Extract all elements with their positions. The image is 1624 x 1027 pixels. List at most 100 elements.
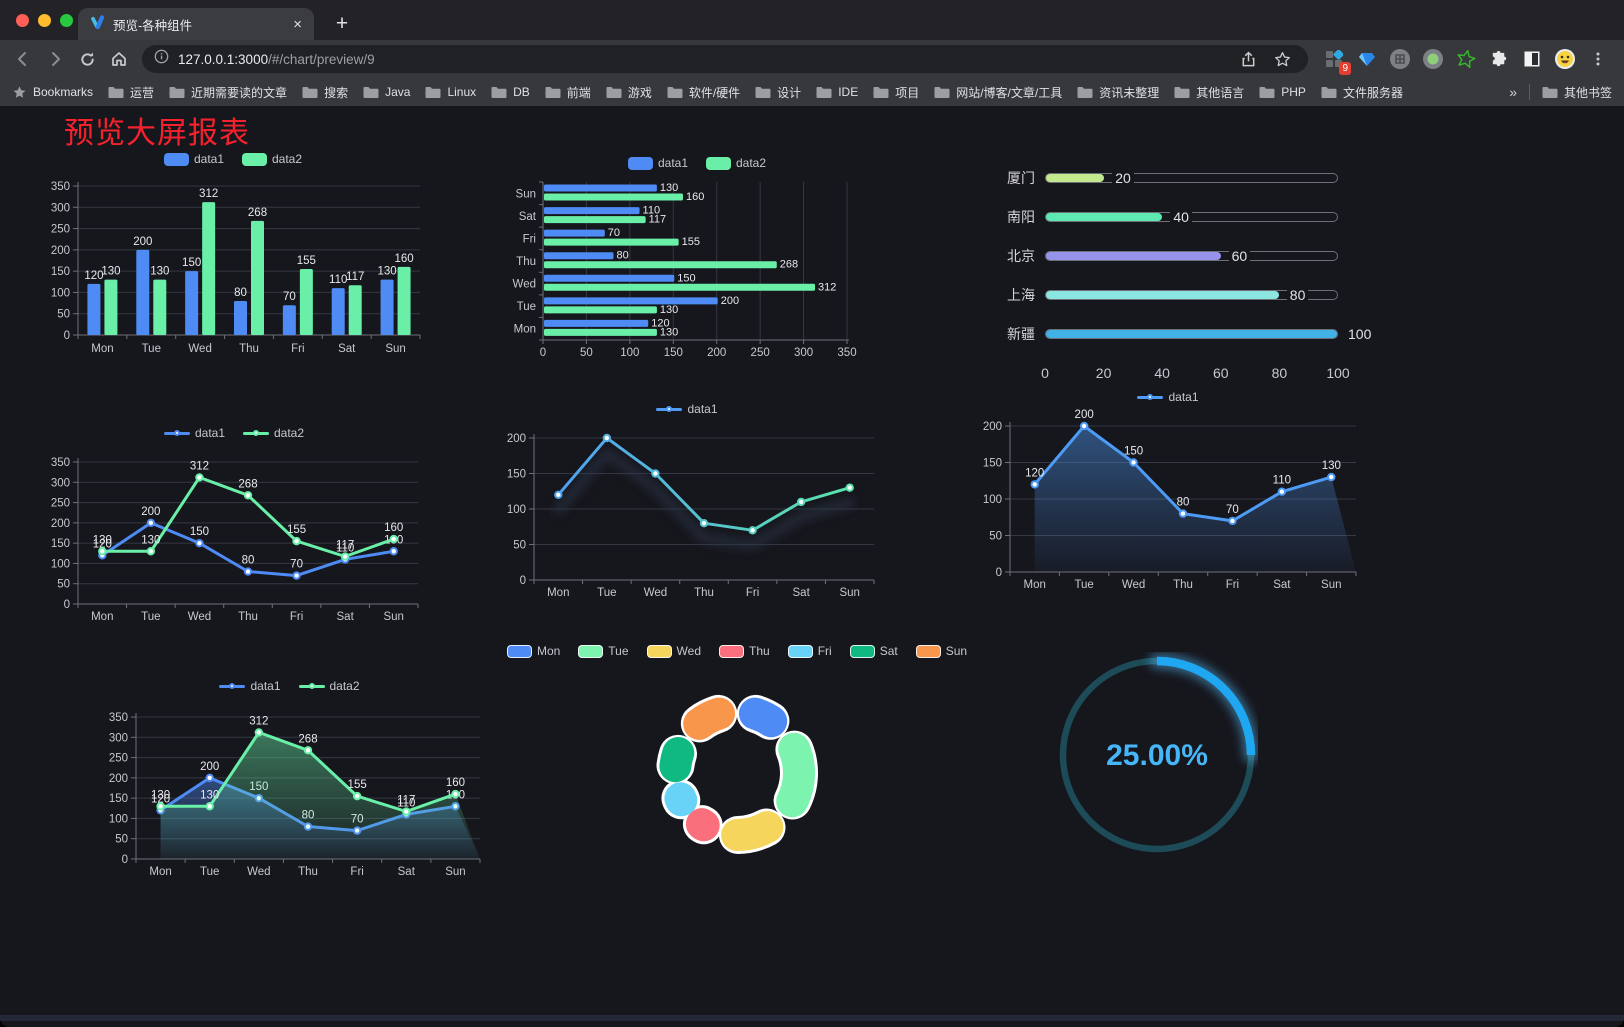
extension-darkmode-icon[interactable] (1520, 47, 1544, 71)
extension-puzzle-icon[interactable] (1487, 47, 1511, 71)
legend-item-data1[interactable]: data1 (1137, 390, 1199, 404)
legend-item-data2[interactable]: data2 (243, 426, 304, 440)
svg-text:300: 300 (51, 202, 70, 214)
svg-text:Thu: Thu (516, 256, 536, 268)
bookmark-folder-13[interactable]: 资讯未整理 (1077, 84, 1159, 101)
area-chart-two-series: data1 data2 0 50 100 150 200 250 300 350 Mon Tue Wed… (92, 675, 487, 889)
bookmark-folder-10[interactable]: IDE (816, 85, 858, 99)
legend-swatch-icon (578, 644, 604, 658)
legend-item-Wed[interactable]: Wed (646, 644, 701, 658)
url-bar[interactable]: 127.0.0.1:3000/#/chart/preview/9 (142, 45, 1308, 73)
svg-text:Tue: Tue (142, 343, 161, 355)
legend-item-Thu[interactable]: Thu (719, 644, 770, 658)
legend-item-Mon[interactable]: Mon (506, 644, 560, 658)
bookmark-star-icon[interactable] (1267, 44, 1297, 74)
bookmark-folder-14[interactable]: 其他语言 (1174, 84, 1244, 101)
bookmark-label: 网站/博客/文章/工具 (956, 85, 1063, 100)
svg-text:Wed: Wed (188, 611, 211, 623)
close-window-button[interactable] (16, 14, 29, 27)
extension-gem-icon[interactable] (1355, 47, 1379, 71)
legend-item-data2[interactable]: data2 (242, 152, 302, 166)
legend-item-Tue[interactable]: Tue (578, 644, 629, 658)
menu-dots-icon[interactable] (1586, 47, 1610, 71)
other-bookmarks[interactable]: 其他书签 (1542, 84, 1612, 101)
svg-text:Fri: Fri (291, 343, 304, 355)
svg-text:200: 200 (109, 773, 128, 785)
bookmark-folder-16[interactable]: 文件服务器 (1321, 84, 1403, 101)
bookmark-folder-0[interactable]: 运营 (108, 84, 154, 101)
svg-text:130: 130 (141, 534, 160, 546)
svg-text:150: 150 (1124, 446, 1143, 458)
svg-text:80: 80 (616, 250, 628, 262)
legend-swatch-icon (646, 644, 672, 658)
reload-icon[interactable] (72, 44, 102, 74)
legend-label: Tue (608, 644, 629, 658)
extension-emoji-icon[interactable] (1553, 47, 1577, 71)
chart-legend: data1 data2 (92, 675, 487, 697)
folder-icon (1077, 86, 1093, 98)
bookmark-folder-1[interactable]: 近期需要读的文章 (169, 84, 287, 101)
svg-text:70: 70 (608, 227, 620, 239)
legend-swatch-icon (242, 152, 267, 166)
svg-text:350: 350 (51, 457, 70, 469)
extension-star-icon[interactable] (1454, 47, 1478, 71)
bookmark-folder-12[interactable]: 网站/博客/文章/工具 (934, 84, 1062, 101)
folder-icon (1174, 86, 1190, 98)
legend-item-data1[interactable]: data1 (627, 156, 688, 170)
tab-strip: 预览-各种组件 × + (0, 0, 1624, 40)
legend-item-data1[interactable]: data1 (219, 679, 281, 693)
bookmark-folder-2[interactable]: 搜索 (302, 84, 348, 101)
legend-label: Sun (945, 644, 968, 658)
folder-icon (108, 86, 124, 98)
legend-item-data2[interactable]: data2 (706, 156, 766, 170)
axis-tick: 0 (1041, 365, 1049, 381)
site-info-icon[interactable] (154, 49, 169, 69)
svg-text:200: 200 (133, 236, 152, 248)
zoom-window-button[interactable] (60, 14, 73, 27)
svg-text:50: 50 (989, 531, 1002, 543)
legend-item-Sun[interactable]: Sun (915, 644, 968, 658)
back-icon[interactable] (8, 44, 38, 74)
svg-text:160: 160 (394, 253, 413, 265)
legend-item-data1[interactable]: data1 (163, 152, 224, 166)
svg-text:100: 100 (620, 347, 639, 359)
new-tab-button[interactable]: + (335, 12, 349, 35)
legend-label: data1 (250, 679, 281, 693)
home-icon[interactable] (104, 44, 134, 74)
svg-text:155: 155 (287, 524, 306, 536)
svg-text:70: 70 (290, 559, 303, 571)
extension-circle-icon[interactable] (1388, 47, 1412, 71)
bookmark-folder-7[interactable]: 游戏 (606, 84, 652, 101)
minimize-window-button[interactable] (38, 14, 51, 27)
legend-label: Sat (879, 644, 898, 658)
bookmark-folder-6[interactable]: 前端 (545, 84, 591, 101)
svg-text:Mon: Mon (514, 324, 536, 336)
url-text[interactable]: 127.0.0.1:3000/#/chart/preview/9 (178, 52, 375, 67)
svg-text:120: 120 (93, 538, 112, 550)
legend-item-Sat[interactable]: Sat (849, 644, 898, 658)
svg-text:130: 130 (150, 266, 169, 278)
bookmark-folder-3[interactable]: Java (363, 85, 410, 99)
bookmarks-manager[interactable]: Bookmarks (12, 85, 93, 100)
bookmark-folder-9[interactable]: 设计 (755, 84, 801, 101)
legend-item-data2[interactable]: data2 (298, 679, 360, 693)
legend-item-Fri[interactable]: Fri (787, 644, 832, 658)
svg-text:150: 150 (109, 793, 128, 805)
bookmark-folder-8[interactable]: 软件/硬件 (667, 84, 740, 101)
extension-record-icon[interactable] (1421, 47, 1445, 71)
bookmarks-overflow-chevron[interactable]: » (1509, 84, 1517, 100)
legend-item-data1[interactable]: data1 (163, 426, 225, 440)
legend-item-data1[interactable]: data1 (656, 402, 718, 416)
bookmark-folder-11[interactable]: 项目 (873, 84, 919, 101)
svg-text:150: 150 (51, 538, 70, 550)
forward-icon[interactable] (40, 44, 70, 74)
bookmark-folder-5[interactable]: DB (491, 85, 530, 99)
bookmark-folder-4[interactable]: Linux (425, 85, 476, 99)
bookmark-folder-15[interactable]: PHP (1259, 85, 1306, 99)
share-icon[interactable] (1233, 44, 1263, 74)
browser-tab[interactable]: 预览-各种组件 × (78, 8, 314, 40)
folder-icon (873, 86, 889, 98)
svg-text:Mon: Mon (1024, 579, 1046, 591)
tab-close-icon[interactable]: × (293, 15, 302, 33)
extension-grid-icon[interactable]: 9 (1322, 47, 1351, 75)
